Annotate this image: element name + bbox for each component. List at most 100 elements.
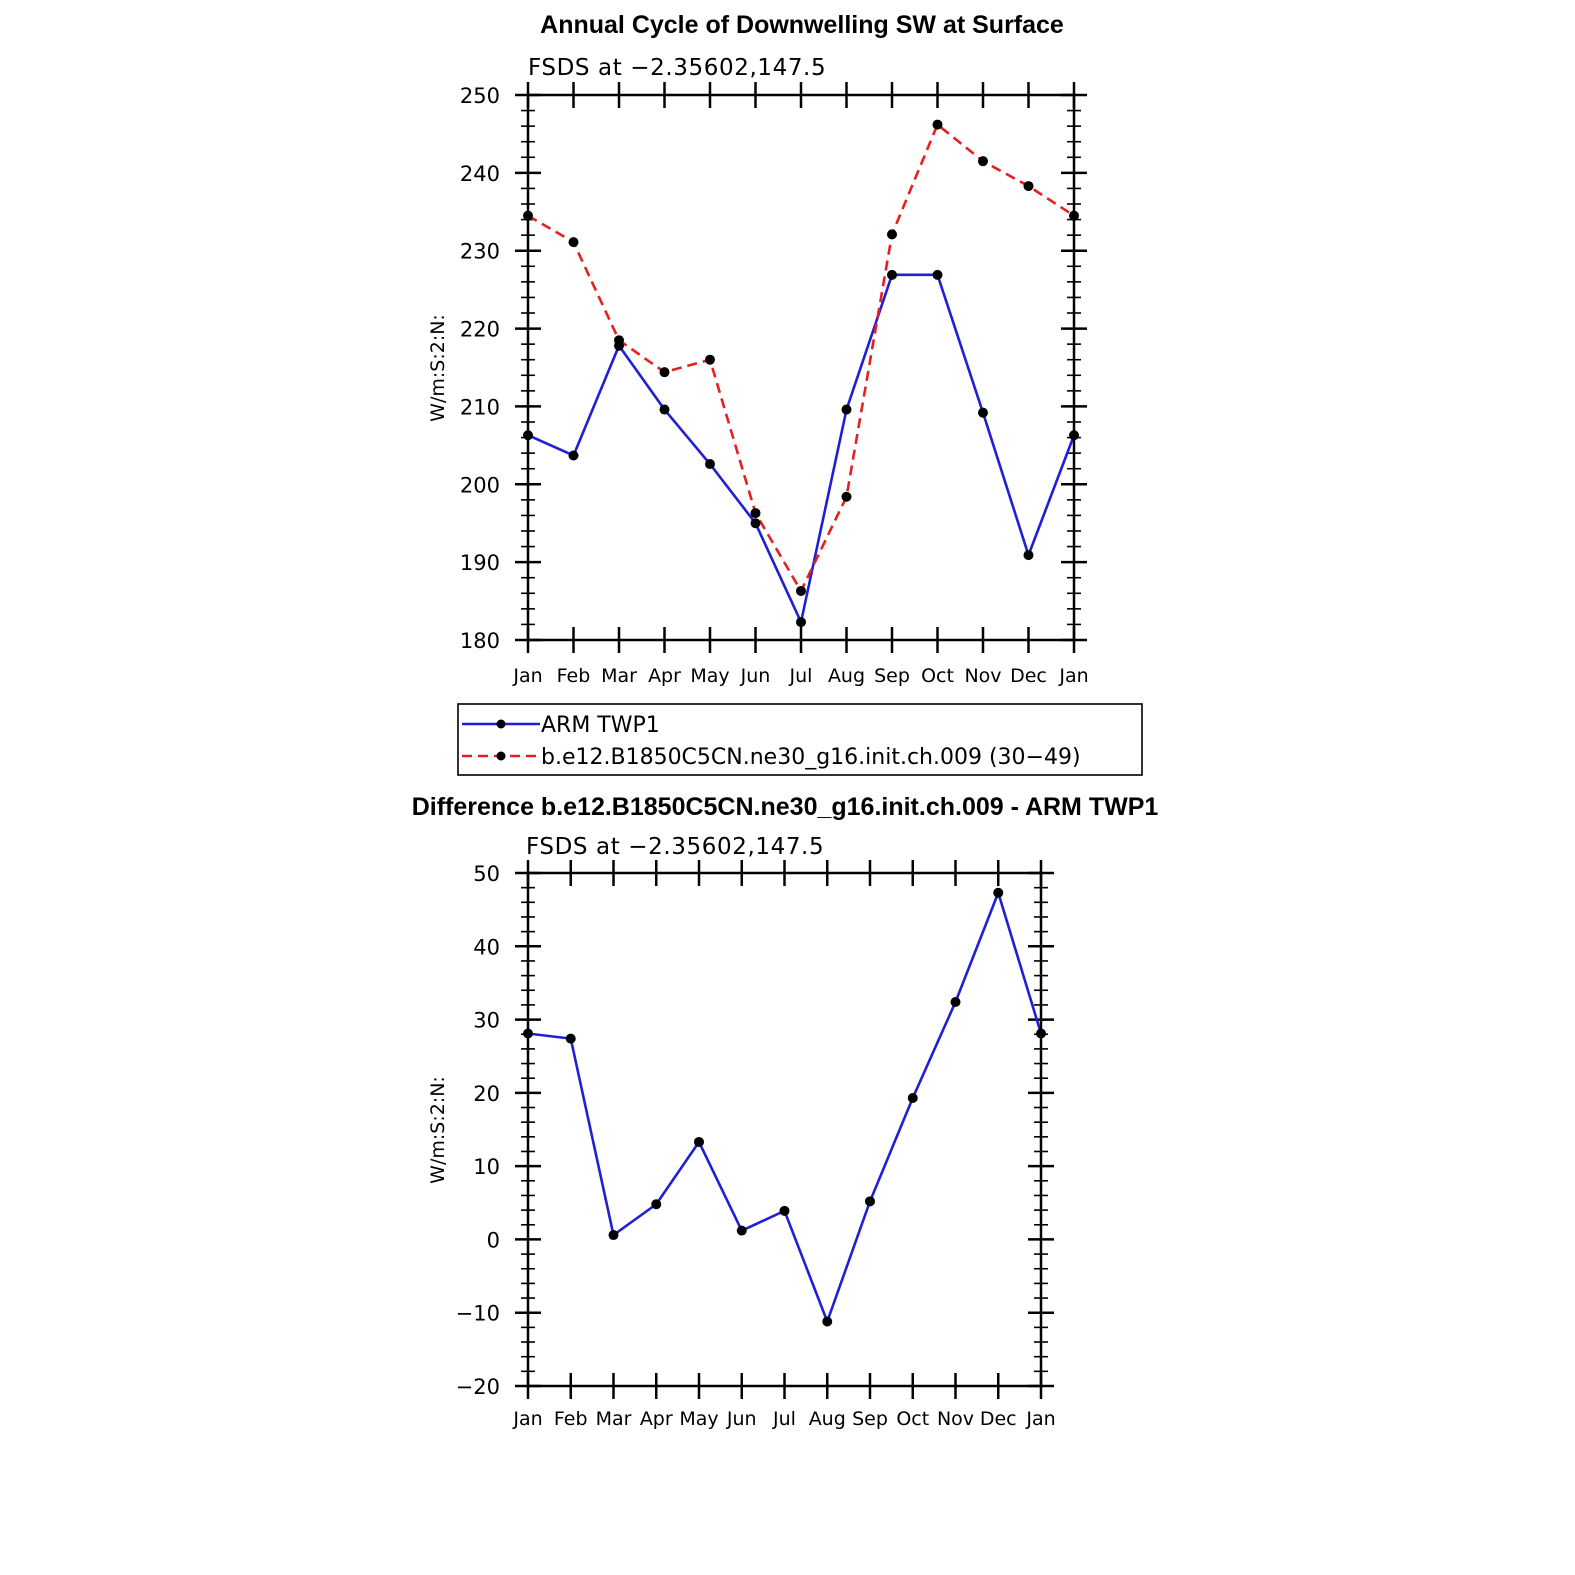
x-tick-label: Aug [809,1408,846,1430]
y-tick-label: 210 [460,395,500,419]
x-tick-label: Oct [921,665,954,687]
data-point-series-0 [608,1230,619,1241]
y-tick-label: 240 [460,162,500,186]
y-tick-label: −20 [456,1375,500,1399]
data-point-series-1 [705,354,715,365]
annual-cycle-panel: Annual Cycle of Downwelling SW at Surfac… [427,11,1143,776]
data-point-series-1 [887,229,897,240]
major-ticks [515,860,1054,1399]
data-point-series-1 [978,156,988,167]
chart-title: Annual Cycle of Downwelling SW at Surfac… [540,11,1064,39]
legend-label-arm-twp1: ARM TWP1 [541,713,660,738]
data-point-series-1 [1023,181,1034,192]
series-line-0 [527,888,1043,1326]
y-tick-label: 10 [473,1155,500,1179]
data-point-series-0 [659,404,670,415]
series-line-0 [527,273,1076,627]
x-tick-label: Apr [648,665,681,687]
major-ticks [515,82,1087,653]
legend-entry-arm-twp1: ARM TWP1 [462,713,660,738]
x-tick-label: Sep [852,1408,888,1430]
x-tick-label: Jan [512,1408,542,1430]
x-tick-label: Nov [964,665,1001,687]
legend-marker-arm-twp1 [496,719,506,729]
data-point-series-0 [651,1199,662,1210]
data-point-series-0 [978,407,988,418]
data-point-series-0 [694,1136,704,1147]
data-point-series-0 [779,1205,790,1216]
data-point-series-0 [796,617,806,628]
x-tick-label: Feb [554,1408,588,1430]
x-tick-label: Mar [601,665,637,687]
x-tick-label: Oct [896,1408,929,1430]
data-point-series-0 [865,1196,875,1207]
data-point-series-1 [932,119,943,130]
legend: ARM TWP1 b.e12.B1850C5CN.ne30_g16.init.c… [457,703,1143,776]
x-tick-label: Apr [640,1408,673,1430]
y-tick-labels: 180 190 200 210 220 230 240 250 [460,84,500,653]
y-tick-label: 190 [460,551,500,575]
data-point-series-0 [822,1316,833,1327]
y-tick-label: 230 [460,240,500,264]
y-tick-label: 250 [460,84,500,108]
x-tick-label: Dec [980,1408,1017,1430]
x-tick-label: Dec [1010,665,1047,687]
y-axis-label: W/m:S:2:N: [427,1076,449,1184]
legend-box [457,703,1143,776]
legend-marker-model [496,751,506,761]
y-tick-label: 40 [473,935,500,959]
y-tick-labels: −20 −10 0 10 20 30 40 50 [456,862,500,1399]
plot-frame [526,93,1076,642]
data-point-series-0 [932,269,943,280]
y-tick-label: 180 [460,629,500,653]
difference-panel: Difference b.e12.B1850C5CN.ne30_g16.init… [412,793,1159,1430]
data-point-series-0 [1023,550,1034,561]
series-line-1 [527,122,1075,594]
x-tick-label: May [679,1408,718,1430]
series-layer [523,119,1079,628]
y-tick-label: 30 [473,1009,500,1033]
chart-subtitle: FSDS at −2.35602,147.5 [526,834,824,860]
x-tick-label: Jun [740,665,771,687]
data-point-series-0 [705,459,715,470]
y-tick-label: 50 [473,862,500,886]
chart-title: Difference b.e12.B1850C5CN.ne30_g16.init… [412,793,1159,821]
data-point-series-1 [841,491,852,502]
y-tick-label: 220 [460,318,500,342]
x-tick-label: Jan [512,665,542,687]
plot-frame [526,871,1043,1388]
data-point-series-0 [568,450,579,461]
y-tick-label: 20 [473,1082,500,1106]
data-point-series-0 [736,1225,747,1236]
data-point-series-1 [796,585,806,596]
data-point-series-0 [887,269,897,280]
legend-entry-model: b.e12.B1850C5CN.ne30_g16.init.ch.009 (30… [462,745,1081,770]
x-tick-label: Feb [557,665,591,687]
x-tick-label: Nov [937,1408,974,1430]
data-point-series-0 [907,1092,918,1103]
series-layer [523,887,1046,1327]
data-point-series-1 [659,367,670,378]
y-tick-label: −10 [456,1302,500,1326]
x-tick-label: Aug [828,665,865,687]
chart-subtitle: FSDS at −2.35602,147.5 [528,55,826,81]
data-point-series-0 [993,887,1004,898]
minor-ticks [521,109,1081,626]
x-tick-label: Jul [772,1408,796,1430]
x-tick-label: Jan [1058,665,1088,687]
data-point-series-0 [841,404,852,415]
x-tick-label: Jun [726,1408,757,1430]
data-point-series-1 [750,508,761,519]
x-tick-labels: Jan Feb Mar Apr May Jun Jul Aug Sep Oct Nov Dec Jan [512,665,1088,687]
data-point-series-0 [565,1033,576,1044]
data-point-series-1 [614,335,624,346]
data-point-series-0 [950,996,961,1007]
x-tick-label: May [690,665,729,687]
y-axis-label: W/m:S:2:N: [427,314,449,422]
x-tick-label: Sep [874,665,910,687]
x-tick-label: Jan [1025,1408,1055,1430]
x-tick-labels: Jan Feb Mar Apr May Jun Jul Aug Sep Oct Nov Dec Jan [512,1408,1055,1430]
minor-ticks [521,886,1048,1373]
x-tick-label: Jul [789,665,813,687]
